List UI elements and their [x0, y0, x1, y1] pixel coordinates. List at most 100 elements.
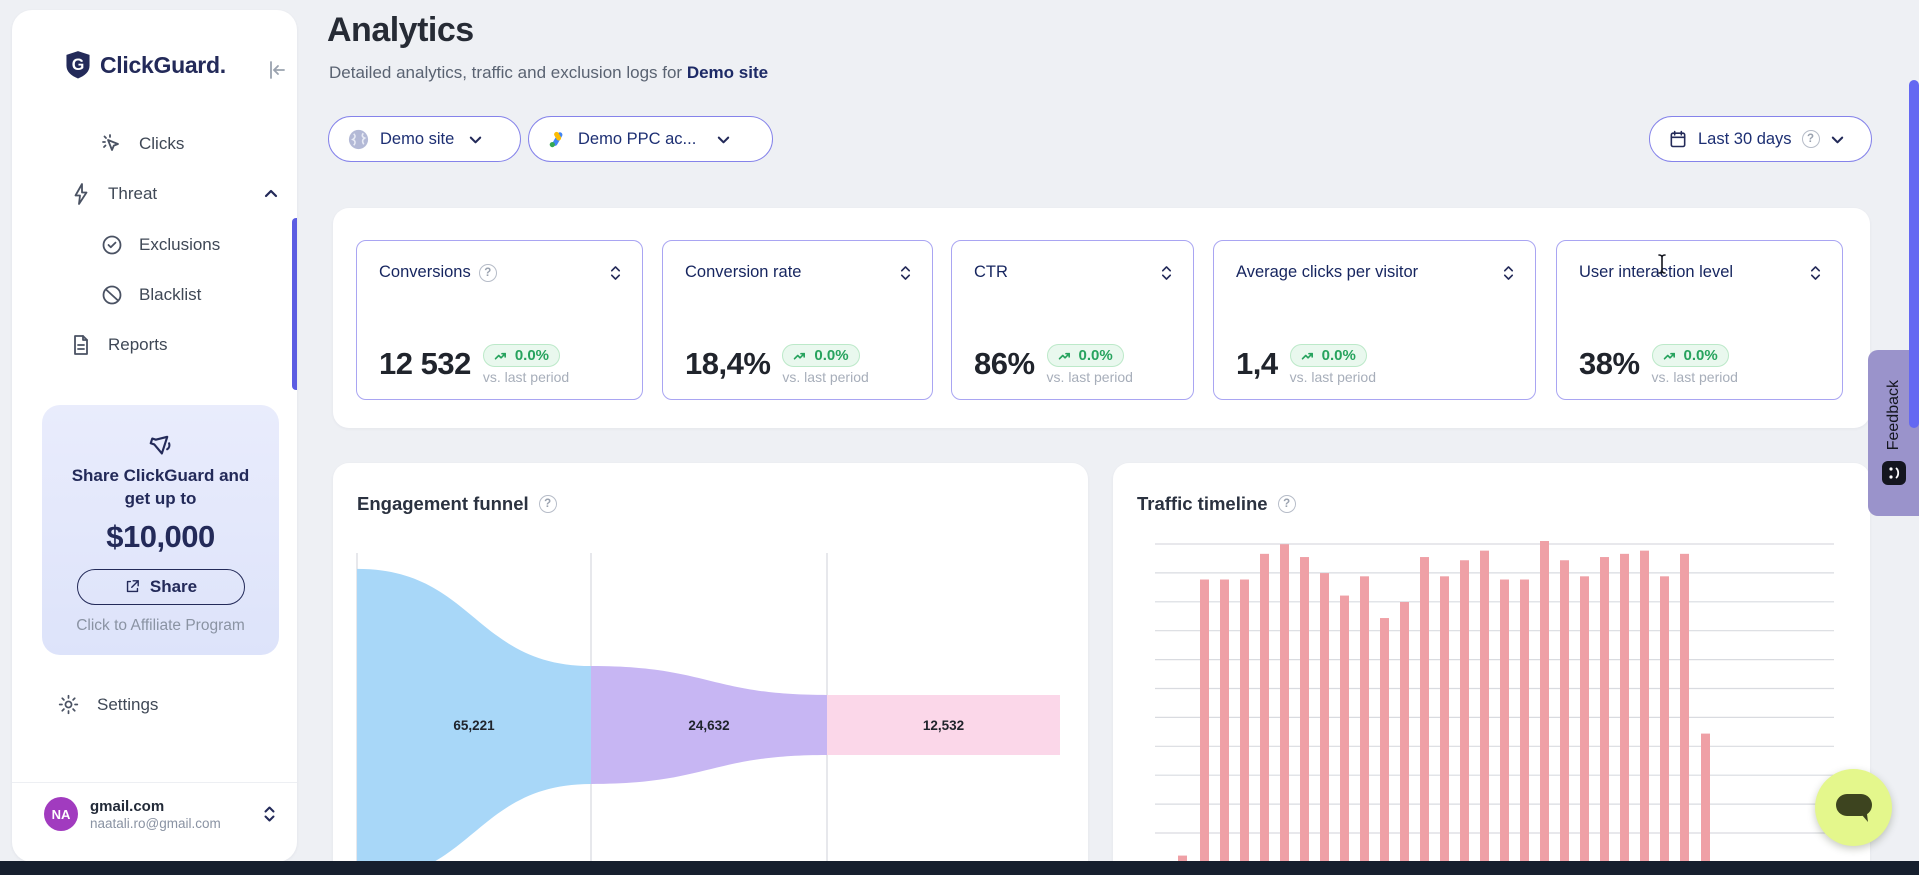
page-scrollbar[interactable] — [1909, 80, 1919, 428]
active-section-indicator — [292, 218, 297, 390]
traffic-bar[interactable] — [1200, 579, 1209, 875]
traffic-bar[interactable] — [1701, 733, 1710, 875]
affiliate-link[interactable]: Click to Affiliate Program — [76, 616, 245, 634]
globe-icon — [347, 128, 370, 151]
traffic-bar[interactable] — [1380, 618, 1389, 875]
kpi-panel: Conversions ? 12 532 0.0% vs. last perio… — [333, 208, 1870, 428]
traffic-bar[interactable] — [1660, 576, 1669, 875]
page-title: Analytics — [327, 11, 474, 49]
share-button[interactable]: Share — [76, 568, 245, 605]
sort-metric-icon[interactable] — [1160, 264, 1173, 282]
sidebar-item-label: Exclusions — [139, 235, 221, 254]
traffic-bar[interactable] — [1440, 576, 1449, 875]
help-icon[interactable]: ? — [478, 263, 497, 282]
chart-title: Engagement funnel — [357, 493, 529, 514]
chat-launcher-button[interactable] — [1815, 769, 1892, 846]
sidebar-item-settings[interactable]: Settings — [57, 693, 158, 717]
chevron-up-down-icon[interactable] — [262, 804, 277, 824]
site-selector-value: Demo site — [380, 129, 455, 148]
traffic-bar[interactable] — [1360, 576, 1369, 875]
date-range-value: Last 30 days — [1698, 129, 1792, 148]
sidebar-item-blacklist[interactable]: Blacklist — [100, 276, 201, 314]
engagement-funnel-card: Engagement funnel ? 65,221 24,632 12,532 — [333, 463, 1088, 875]
traffic-bar[interactable] — [1680, 553, 1689, 875]
speech-bubble-icon — [1834, 792, 1874, 824]
traffic-bar[interactable] — [1600, 557, 1609, 875]
funnel-segment[interactable] — [591, 666, 827, 784]
kpi-card-conversions: Conversions ? 12 532 0.0% vs. last perio… — [356, 240, 643, 400]
delta-badge: 0.0% — [1651, 344, 1729, 367]
sidebar-item-label: Threat — [108, 184, 158, 203]
collapse-sidebar-icon[interactable] — [264, 58, 288, 82]
chevron-down-icon — [716, 132, 731, 147]
promo-amount: $10,000 — [106, 518, 215, 554]
date-range-selector[interactable]: Last 30 days ? — [1649, 116, 1872, 162]
traffic-bar[interactable] — [1620, 553, 1629, 875]
traffic-bar[interactable] — [1400, 601, 1409, 875]
kpi-value: 18,4% — [685, 346, 771, 381]
funnel-segment[interactable] — [827, 695, 1060, 755]
kpi-label: Conversions — [379, 263, 471, 281]
sort-metric-icon[interactable] — [1809, 264, 1822, 282]
site-selector[interactable]: Demo site — [328, 116, 521, 162]
traffic-bar[interactable] — [1300, 557, 1309, 875]
help-icon[interactable]: ? — [1801, 130, 1820, 148]
traffic-bar[interactable] — [1420, 557, 1429, 875]
document-icon — [69, 333, 93, 357]
sidebar-item-threat[interactable]: Threat — [69, 175, 279, 213]
funnel-value-label: 24,632 — [688, 718, 729, 733]
sidebar-item-label: Clicks — [139, 134, 185, 153]
traffic-bar[interactable] — [1540, 541, 1549, 875]
avatar: NA — [44, 797, 78, 831]
sidebar-item-reports[interactable]: Reports — [69, 326, 168, 364]
help-icon[interactable]: ? — [1277, 495, 1296, 513]
traffic-bar[interactable] — [1520, 579, 1529, 875]
traffic-bar[interactable] — [1220, 579, 1229, 875]
sidebar-item-exclusions[interactable]: Exclusions — [100, 226, 220, 264]
account-name: gmail.com — [90, 797, 165, 815]
chevron-down-icon — [1830, 132, 1845, 147]
sidebar-item-clicks[interactable]: Clicks — [100, 125, 184, 163]
traffic-bar[interactable] — [1580, 576, 1589, 875]
chevron-up-icon[interactable] — [263, 186, 279, 202]
kpi-compare-label: vs. last period — [782, 369, 869, 385]
sort-metric-icon[interactable] — [899, 264, 912, 282]
traffic-bar[interactable] — [1500, 579, 1509, 875]
traffic-bar[interactable] — [1280, 544, 1289, 875]
traffic-bar[interactable] — [1340, 595, 1349, 875]
kpi-value: 38% — [1579, 346, 1640, 381]
traffic-bar[interactable] — [1460, 560, 1469, 875]
kpi-compare-label: vs. last period — [1046, 369, 1133, 385]
kpi-card-ctr: CTR 86% 0.0% vs. last period — [951, 240, 1194, 400]
cursor-click-icon — [100, 132, 124, 156]
account-email: naatali.ro@gmail.com — [90, 815, 221, 831]
sort-metric-icon[interactable] — [1502, 264, 1515, 282]
delta-badge: 0.0% — [782, 344, 860, 367]
funnel-segment[interactable] — [357, 568, 591, 875]
traffic-bar[interactable] — [1480, 550, 1489, 875]
calendar-icon — [1668, 129, 1688, 149]
sort-metric-icon[interactable] — [609, 264, 622, 282]
help-icon[interactable]: ? — [538, 495, 557, 513]
traffic-bar[interactable] — [1240, 579, 1249, 875]
traffic-timeline-chart — [1155, 541, 1834, 875]
google-ads-icon — [547, 129, 568, 150]
affiliate-promo-card[interactable]: Share ClickGuard and get up to $10,000 S… — [42, 405, 279, 655]
page-subtitle: Detailed analytics, traffic and exclusio… — [329, 63, 769, 82]
kpi-value: 1,4 — [1236, 346, 1278, 381]
traffic-bar[interactable] — [1260, 553, 1269, 875]
traffic-bar[interactable] — [1320, 573, 1329, 875]
kpi-label: CTR — [974, 263, 1008, 281]
delta-badge: 0.0% — [1289, 344, 1367, 367]
kpi-compare-label: vs. last period — [482, 369, 570, 385]
ppc-account-selector[interactable]: Demo PPC ac... — [528, 116, 773, 162]
traffic-bar[interactable] — [1560, 560, 1569, 875]
sidebar-item-label: Blacklist — [139, 285, 202, 304]
kpi-label: Average clicks per visitor — [1236, 263, 1419, 281]
chart-title: Traffic timeline — [1137, 493, 1268, 514]
account-switcher[interactable]: NA gmail.com naatali.ro@gmail.com — [12, 782, 297, 831]
kpi-card-conversion-rate: Conversion rate 18,4% 0.0% vs. last peri… — [662, 240, 933, 400]
funnel-value-label: 65,221 — [453, 718, 495, 733]
traffic-bar[interactable] — [1640, 550, 1649, 875]
clickguard-shield-icon: G — [64, 50, 92, 80]
